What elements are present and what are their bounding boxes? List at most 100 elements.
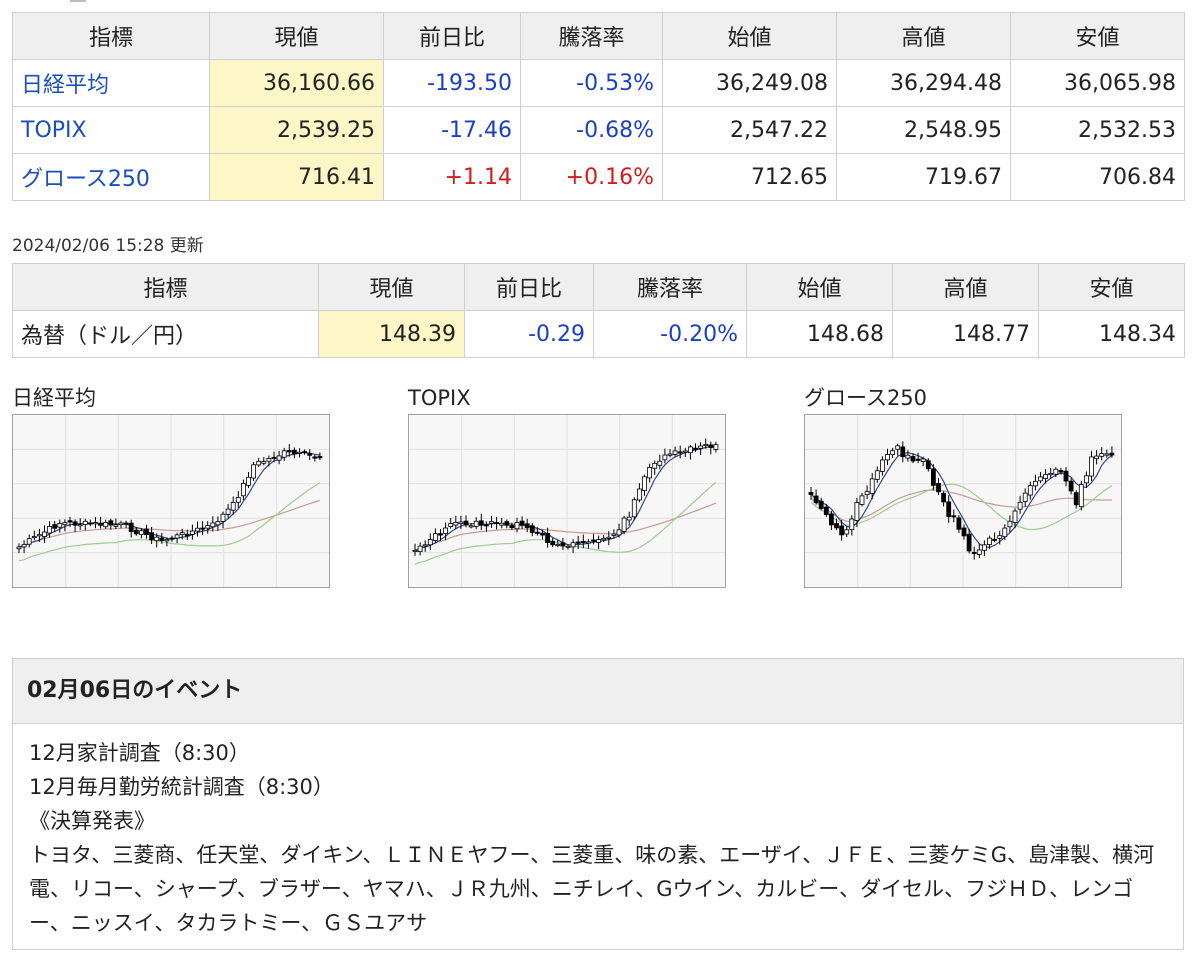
- candle: [103, 519, 109, 529]
- rate-value: -0.20%: [593, 310, 747, 358]
- candle: [52, 520, 58, 533]
- candle: [200, 521, 206, 535]
- candle: [813, 489, 819, 505]
- candle: [427, 533, 433, 551]
- candle: [235, 491, 241, 508]
- candle: [432, 528, 438, 544]
- candle: [489, 515, 494, 528]
- candle: [72, 519, 78, 533]
- candle: [82, 518, 88, 531]
- chart-frame[interactable]: [12, 414, 330, 588]
- update-timestamp: 2024/02/06 15:28 更新: [12, 236, 204, 256]
- candle: [118, 520, 124, 529]
- chart-frame[interactable]: [408, 414, 726, 588]
- header-low: 安値: [1010, 12, 1185, 60]
- candle: [874, 466, 880, 483]
- ma-long-line: [414, 502, 717, 551]
- candle: [565, 544, 571, 550]
- candle: [693, 443, 698, 452]
- candle: [971, 546, 977, 560]
- candle: [1058, 467, 1064, 475]
- candle: [844, 526, 850, 538]
- candle: [591, 533, 596, 545]
- table-row: TOPIX 2,539.25 -17.46 -0.68% 2,547.22 2,…: [12, 106, 1185, 154]
- event-item: 12月家計調査（8:30）: [29, 741, 250, 765]
- candle: [261, 457, 267, 466]
- current-value: 36,160.66: [209, 59, 384, 107]
- candle: [159, 532, 165, 544]
- candle: [575, 535, 581, 549]
- change-value: -193.50: [383, 59, 521, 107]
- candle: [276, 450, 282, 465]
- high-value: 719.67: [836, 153, 1011, 201]
- candle: [205, 521, 211, 534]
- candle: [149, 526, 155, 544]
- candle: [976, 543, 982, 559]
- candle: [189, 524, 195, 540]
- candle: [652, 460, 658, 475]
- candle: [601, 535, 607, 543]
- candle: [1078, 480, 1084, 511]
- candle: [616, 523, 622, 538]
- candle: [281, 447, 287, 461]
- candle: [286, 444, 292, 457]
- events-panel: 02月06日のイベント 12月家計調査（8:30） 12月毎月勤労統計調査（8:…: [12, 658, 1184, 950]
- candle: [849, 515, 855, 536]
- chart-topix: TOPIX: [408, 384, 726, 588]
- candle: [240, 479, 246, 501]
- candle: [210, 516, 216, 532]
- candle: [1022, 488, 1028, 507]
- candle: [494, 516, 499, 530]
- candle: [1007, 515, 1013, 533]
- table-row: 為替（ドル／円） 148.39 -0.29 -0.20% 148.68 148.…: [12, 310, 1185, 358]
- candle: [108, 518, 114, 530]
- candle: [1104, 449, 1110, 458]
- candle: [31, 530, 37, 541]
- candle: [818, 497, 824, 511]
- table-row: グロース250 716.41 +1.14 +0.16% 712.65 719.6…: [12, 153, 1185, 201]
- chart-title: グロース250: [804, 386, 928, 410]
- candle: [1089, 451, 1094, 482]
- event-item: 12月毎月勤労統計調査（8:30）: [29, 775, 334, 799]
- candle: [307, 449, 313, 461]
- candle: [915, 452, 921, 464]
- candle: [225, 503, 231, 519]
- change-value: -0.29: [464, 310, 594, 358]
- rate-value: -0.68%: [520, 106, 663, 154]
- index-link-growth250[interactable]: グロース250: [21, 167, 150, 192]
- candle: [302, 449, 308, 455]
- header-rate: 騰落率: [520, 12, 663, 60]
- high-value: 36,294.48: [836, 59, 1011, 107]
- candle: [144, 524, 149, 539]
- candle: [703, 438, 709, 449]
- index-link-topix[interactable]: TOPIX: [21, 117, 87, 143]
- candle: [936, 477, 941, 495]
- open-value: 2,547.22: [662, 106, 837, 154]
- change-value: +1.14: [383, 153, 521, 201]
- candlestick-chart: [13, 415, 329, 587]
- candle: [1094, 450, 1100, 465]
- candle: [920, 456, 926, 467]
- candle: [473, 517, 479, 529]
- ma-mid-line: [18, 482, 321, 562]
- candle: [67, 516, 73, 527]
- candle: [966, 528, 972, 554]
- candle: [823, 503, 829, 518]
- chart-frame[interactable]: [804, 414, 1122, 588]
- candle: [1002, 524, 1008, 540]
- candle: [271, 451, 277, 463]
- index-link-nikkei[interactable]: 日経平均: [21, 73, 110, 98]
- candle: [951, 509, 957, 523]
- candle: [21, 540, 27, 554]
- candle: [1012, 508, 1018, 528]
- candle: [412, 543, 418, 556]
- candle: [448, 517, 454, 529]
- candle: [631, 497, 637, 520]
- candle: [417, 542, 423, 556]
- rate-value: -0.53%: [520, 59, 663, 107]
- candle: [698, 442, 704, 455]
- candle: [672, 446, 678, 457]
- candle: [1068, 477, 1074, 495]
- candle: [931, 464, 936, 491]
- candle: [1109, 446, 1115, 458]
